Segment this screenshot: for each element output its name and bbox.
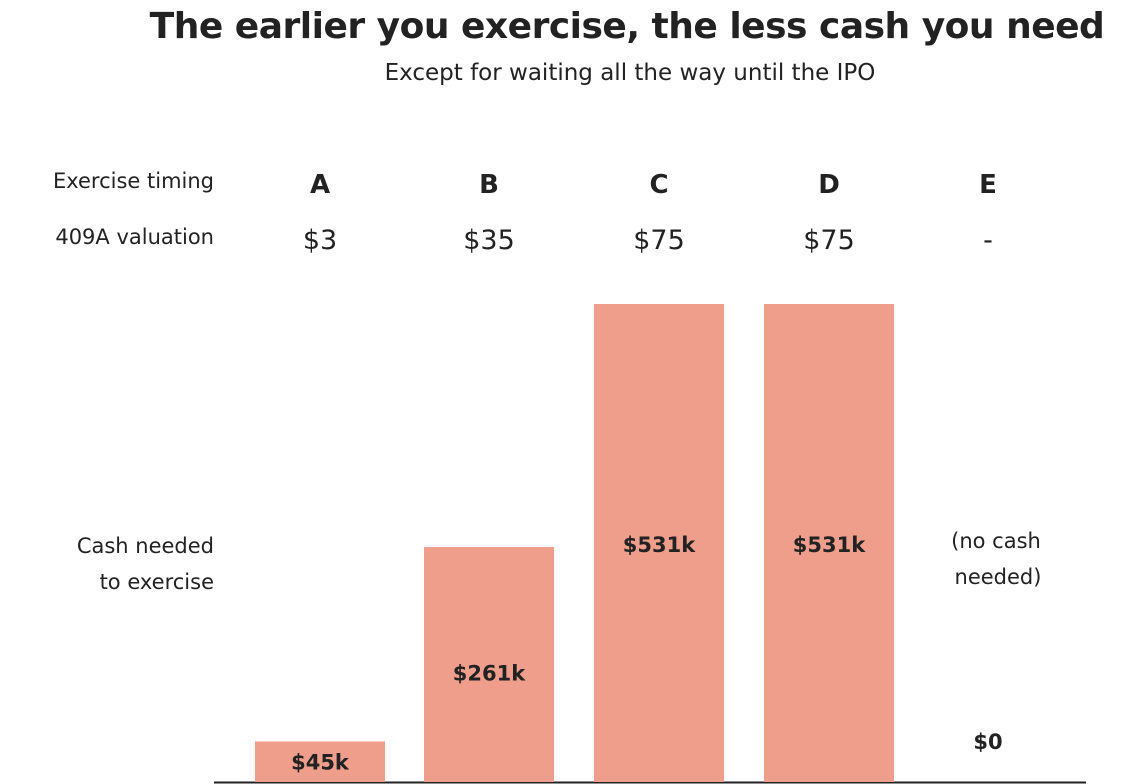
row-label-cash-needed: Cash needed to exercise <box>77 528 214 600</box>
category-label-a: A <box>310 170 330 200</box>
no-cash-note-line2: needed) <box>955 565 1042 589</box>
no-cash-note-line1: (no cash <box>951 529 1041 553</box>
bar-a <box>255 741 385 782</box>
category-label-d: D <box>818 170 840 200</box>
row-label-409a-valuation: 409A valuation <box>55 225 214 249</box>
bar-c <box>594 304 724 782</box>
bar-value-label-d: $531k <box>793 533 866 557</box>
bar-value-label-a: $45k <box>291 751 350 775</box>
bar-d <box>764 304 894 782</box>
chart-title: The earlier you exercise, the less cash … <box>149 6 1105 47</box>
valuation-label-a: $3 <box>303 225 337 256</box>
bar-value-label-c: $531k <box>623 533 696 557</box>
valuation-label-e: - <box>983 225 993 256</box>
bar-value-label-e: $0 <box>973 730 1002 754</box>
row-label-cash-needed-line2: to exercise <box>99 570 214 594</box>
valuation-label-b: $35 <box>463 225 515 256</box>
row-label-exercise-timing: Exercise timing <box>52 169 214 193</box>
row-label-cash-needed-line1: Cash needed <box>76 534 214 558</box>
valuation-label-c: $75 <box>633 225 685 256</box>
bar-value-label-b: $261k <box>453 662 526 686</box>
category-label-c: C <box>649 170 668 200</box>
category-label-e: E <box>979 170 997 200</box>
bar-b <box>424 547 554 782</box>
valuation-label-d: $75 <box>803 225 855 256</box>
category-label-b: B <box>479 170 499 200</box>
chart-subtitle: Except for waiting all the way until the… <box>384 60 876 86</box>
